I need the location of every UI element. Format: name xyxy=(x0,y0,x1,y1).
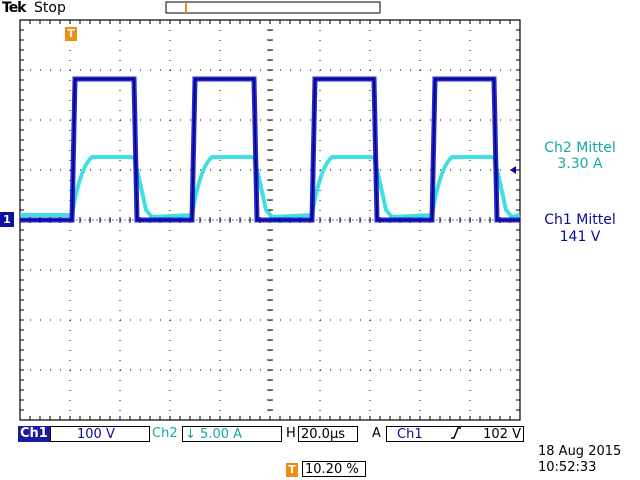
ch2-status-label[interactable]: Ch2 xyxy=(152,426,178,441)
record-length-bar xyxy=(165,1,381,14)
ch2-trace xyxy=(20,155,521,219)
ch1-status-label[interactable]: Ch1 xyxy=(18,426,50,442)
acquisition-status: Stop xyxy=(34,0,66,16)
ch2-measurement-value: 3.30 A xyxy=(557,156,603,172)
date-readout: 18 Aug 2015 xyxy=(538,444,622,459)
trigger-position-value[interactable]: 10.20 % xyxy=(302,461,366,477)
ch2-scale: 5.00 A xyxy=(200,427,243,442)
trigger-settings[interactable]: Ch1 102 V xyxy=(386,426,524,442)
trigger-mode: A xyxy=(372,426,381,441)
trigger-source: Ch1 xyxy=(397,427,423,442)
ch1-ground-marker[interactable]: 1 xyxy=(0,212,14,227)
trigger-position-marker[interactable]: T xyxy=(65,27,77,41)
ch2-scale-box[interactable]: ↓ 5.00 A xyxy=(182,426,282,442)
ch2-measurement-label: Ch2 Mittel xyxy=(544,140,616,156)
bandwidth-limit-arrow-icon: ↓ xyxy=(185,427,196,442)
ch1-ground-label: 1 xyxy=(3,213,11,226)
ch2-level-arrow-icon xyxy=(510,166,516,174)
rising-edge-icon xyxy=(451,427,461,444)
ch1-scale[interactable]: 100 V xyxy=(50,426,150,442)
trigger-position-icon: T xyxy=(286,463,298,477)
trigger-marker-label: T xyxy=(67,27,75,40)
horizontal-scale[interactable]: 20.0µs xyxy=(298,426,358,442)
ch1-measurement-label: Ch1 Mittel xyxy=(544,212,616,228)
trigger-level: 102 V xyxy=(483,427,521,442)
ch1-measurement-value: 141 V xyxy=(559,229,601,245)
brand-logo: Tek xyxy=(2,0,26,16)
horizontal-label: H xyxy=(286,426,296,441)
time-readout: 10:52:33 xyxy=(538,460,597,475)
